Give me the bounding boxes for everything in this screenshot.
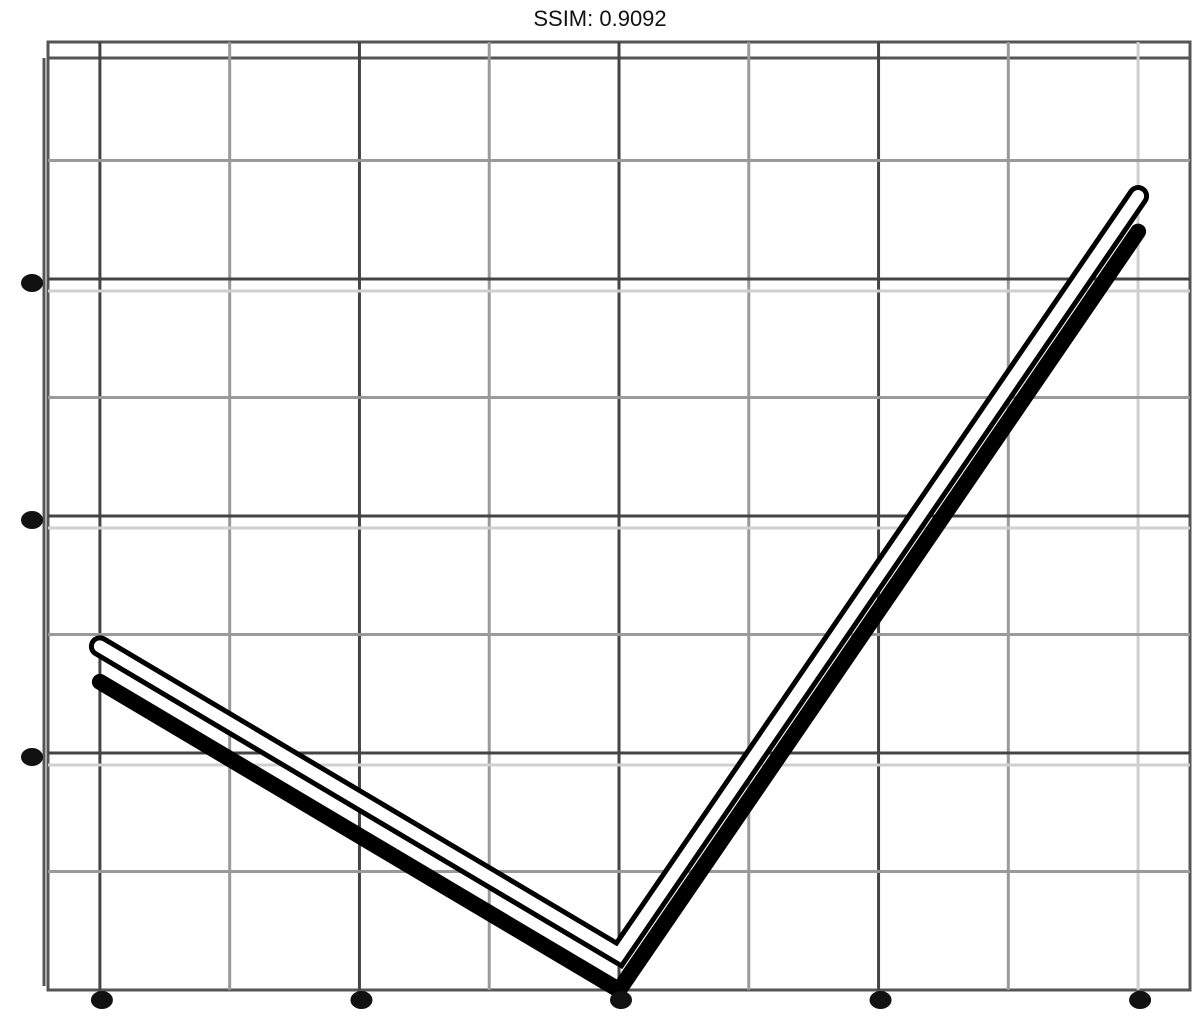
y-tick-mark — [21, 274, 43, 292]
x-tick-mark — [90, 991, 113, 1009]
x-tick-mark — [350, 991, 373, 1009]
x-tick-mark — [1129, 991, 1152, 1009]
series-line-1 — [91, 223, 1147, 1001]
series-line-2-core — [93, 190, 1145, 963]
x-tick-mark — [610, 991, 632, 1009]
x-tick-mark — [869, 991, 892, 1009]
y-tick-mark — [21, 748, 43, 766]
y-tick-mark — [21, 511, 43, 529]
chart-title: SSIM: 0.9092 — [533, 6, 667, 31]
